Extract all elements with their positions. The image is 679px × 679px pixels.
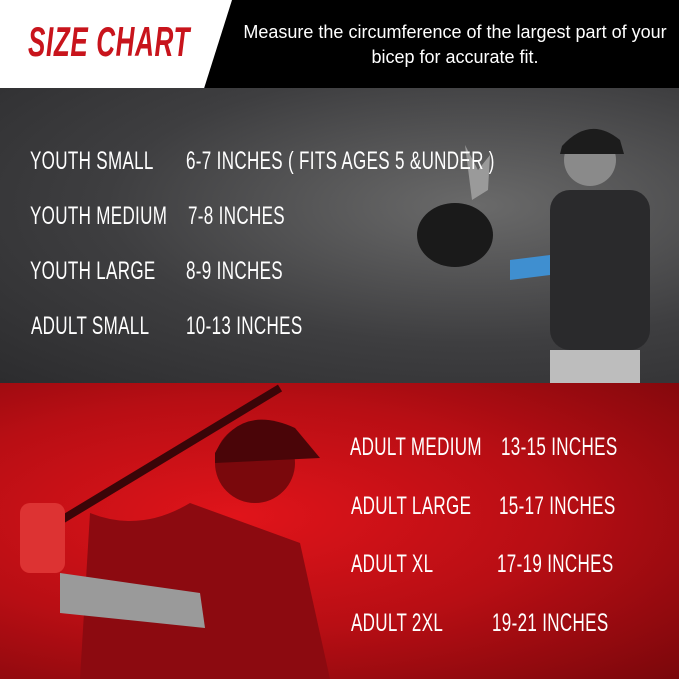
size-label: YOUTH LARGE bbox=[30, 257, 156, 285]
page-title: SIZE CHART bbox=[28, 18, 190, 65]
size-label: ADULT XL bbox=[351, 550, 434, 578]
size-label: YOUTH SMALL bbox=[30, 147, 154, 175]
size-label: ADULT LARGE bbox=[351, 492, 472, 520]
size-range: 6-7 INCHES ( FITS AGES 5 &UNDER ) bbox=[186, 147, 495, 175]
size-label: YOUTH MEDIUM bbox=[30, 202, 168, 230]
size-range: 7-8 INCHES bbox=[188, 202, 285, 230]
size-range: 10-13 INCHES bbox=[186, 312, 303, 340]
size-label: ADULT MEDIUM bbox=[350, 433, 482, 461]
size-range: 17-19 INCHES bbox=[497, 550, 614, 578]
size-range: 8-9 INCHES bbox=[186, 257, 283, 285]
measure-instruction: Measure the circumference of the largest… bbox=[243, 22, 667, 67]
size-range: 19-21 INCHES bbox=[492, 609, 609, 637]
youth-player-image bbox=[417, 128, 650, 383]
size-range: 15-17 INCHES bbox=[499, 492, 616, 520]
size-label: ADULT SMALL bbox=[31, 312, 150, 340]
adult-batter-image bbox=[20, 384, 330, 679]
size-range: 13-15 INCHES bbox=[501, 433, 618, 461]
title-panel bbox=[0, 0, 232, 88]
size-label: ADULT 2XL bbox=[351, 609, 444, 637]
